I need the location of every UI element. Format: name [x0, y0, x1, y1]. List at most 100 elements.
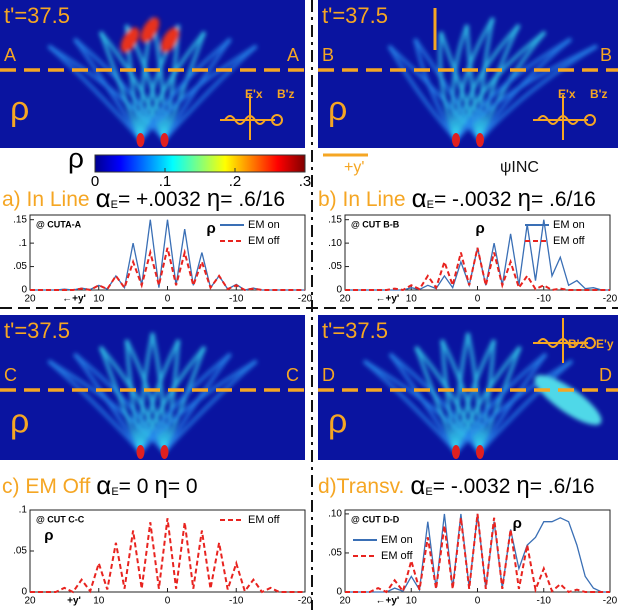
field-label: E'x	[558, 87, 576, 101]
panel-note: +y'	[344, 159, 364, 176]
x-tick-label: 0	[165, 294, 171, 305]
caption-eta: η	[207, 185, 220, 212]
caption-eta-value: = 0	[168, 475, 198, 498]
colorbar-label: ρ	[68, 142, 84, 173]
caption: d)Transv.αE= -.0032η= .6/16	[318, 470, 595, 500]
x-tick-label: 20	[24, 294, 36, 305]
annotation: @ CUTA-A	[36, 219, 82, 229]
caption-label: b) In Line	[318, 188, 406, 211]
cut-label: A	[4, 45, 16, 65]
caption-alpha-value: = +.0032	[118, 188, 201, 211]
source	[452, 445, 460, 459]
rho-label: ρ	[207, 220, 216, 237]
rho-label: ρ	[513, 515, 522, 532]
caption-alpha-value: = -.0032	[434, 188, 512, 211]
x-axis-label: ←+y'	[376, 294, 400, 305]
x-tick-label: 10	[406, 294, 418, 305]
caption-alpha-value: = -.0032	[433, 475, 511, 498]
caption-eta-value: = .6/16	[531, 188, 596, 211]
colorbar-tick-label: .1	[159, 173, 172, 190]
caption-alpha-value: = 0	[119, 475, 149, 498]
cut-label: A	[287, 45, 299, 65]
legend-label: EM off	[248, 514, 281, 526]
y-tick-label: .05	[13, 261, 27, 272]
x-tick-label: 10	[93, 294, 105, 305]
cut-label: B	[322, 45, 334, 65]
heatmap-panel: DDt'=37.5ρB'zE'y	[318, 315, 618, 460]
y-tick-label: .1	[19, 505, 28, 516]
caption-alpha: α	[412, 183, 427, 213]
legend-label: EM off	[381, 550, 414, 562]
x-axis-label: ←+y'	[376, 596, 400, 607]
heatmap-panel: B Bt'=37.5 ρ E'x B'z	[318, 0, 618, 148]
y-tick-label: .10	[328, 238, 342, 249]
caption-alpha-sub: E	[425, 486, 432, 498]
x-axis-label: ←+y'	[62, 294, 86, 305]
caption-eta: η	[516, 472, 529, 499]
colorbar	[95, 155, 305, 172]
field-label: B'z	[277, 87, 295, 101]
x-axis-label: +y'	[67, 596, 81, 607]
x-tick-label: 20	[339, 596, 351, 607]
source	[137, 445, 145, 459]
x-tick-label: 10	[406, 596, 418, 607]
y-tick-label: .05	[328, 548, 342, 559]
source	[161, 133, 169, 147]
source	[137, 133, 145, 147]
colorbar-tick-label: .3	[299, 173, 312, 190]
caption-eta: η	[518, 185, 531, 212]
caption-alpha-sub: E	[427, 199, 434, 211]
time-label: t'=37.5	[4, 318, 70, 343]
x-tick-label: 20	[24, 596, 36, 607]
caption-alpha: α	[410, 470, 425, 500]
time-label: t'=37.5	[322, 3, 388, 28]
caption-label: c) EM Off	[2, 475, 90, 498]
annotation: @ CUT D-D	[351, 514, 400, 524]
figure: AAt'=37.5ρE'xB'za) In LineαE= +.0032η= .…	[0, 0, 618, 610]
rho-label: ρ	[328, 90, 347, 128]
legend-label: EM off	[553, 235, 586, 247]
x-tick-label: 0	[165, 596, 171, 607]
y-tick-label: .15	[13, 214, 27, 225]
caption-eta-value: = .6/16	[220, 188, 285, 211]
caption-alpha-sub: E	[111, 199, 118, 211]
x-tick-label: -20	[603, 294, 618, 305]
legend-label: EM off	[248, 235, 281, 247]
rho-label: ρ	[44, 527, 53, 544]
source	[476, 133, 484, 147]
y-tick-label: .05	[328, 261, 342, 272]
cut-label: B	[600, 45, 612, 65]
source	[161, 445, 169, 459]
caption: b) In Line αE= -.0032 η= .6/16	[318, 183, 596, 213]
rho-label: ρ	[328, 403, 347, 441]
annotation: @ CUT B-B	[351, 219, 400, 229]
time-label: t'=37.5	[322, 318, 388, 343]
x-tick-label: -20	[298, 596, 313, 607]
field-label: E'y	[596, 337, 614, 351]
cut-label: C	[4, 365, 17, 385]
y-tick-label: .10	[328, 509, 342, 520]
colorbar-tick-label: .2	[229, 173, 242, 190]
caption-eta-value: = .6/16	[530, 475, 595, 498]
x-tick-label: -20	[298, 294, 313, 305]
x-tick-label: -10	[229, 596, 244, 607]
y-tick-label: .15	[328, 214, 342, 225]
annotation: @ CUT C-C	[36, 514, 85, 524]
x-tick-label: 0	[475, 596, 481, 607]
panel-note: ψINC	[500, 159, 539, 176]
y-tick-label: .1	[19, 238, 28, 249]
time-label: t'=37.5	[4, 3, 70, 28]
source	[476, 445, 484, 459]
source	[452, 133, 460, 147]
field-label: B'z	[590, 87, 608, 101]
x-tick-label: 10	[93, 596, 105, 607]
x-tick-label: 0	[475, 294, 481, 305]
rho-label: ρ	[10, 403, 29, 441]
legend-label: EM on	[381, 534, 413, 546]
legend-label: EM on	[553, 219, 585, 231]
caption-alpha: α	[96, 470, 111, 500]
caption: c) EM OffαE= 0η= 0	[2, 470, 198, 500]
x-tick-label: 20	[339, 294, 351, 305]
x-tick-label: -10	[537, 596, 552, 607]
x-tick-label: -20	[603, 596, 618, 607]
